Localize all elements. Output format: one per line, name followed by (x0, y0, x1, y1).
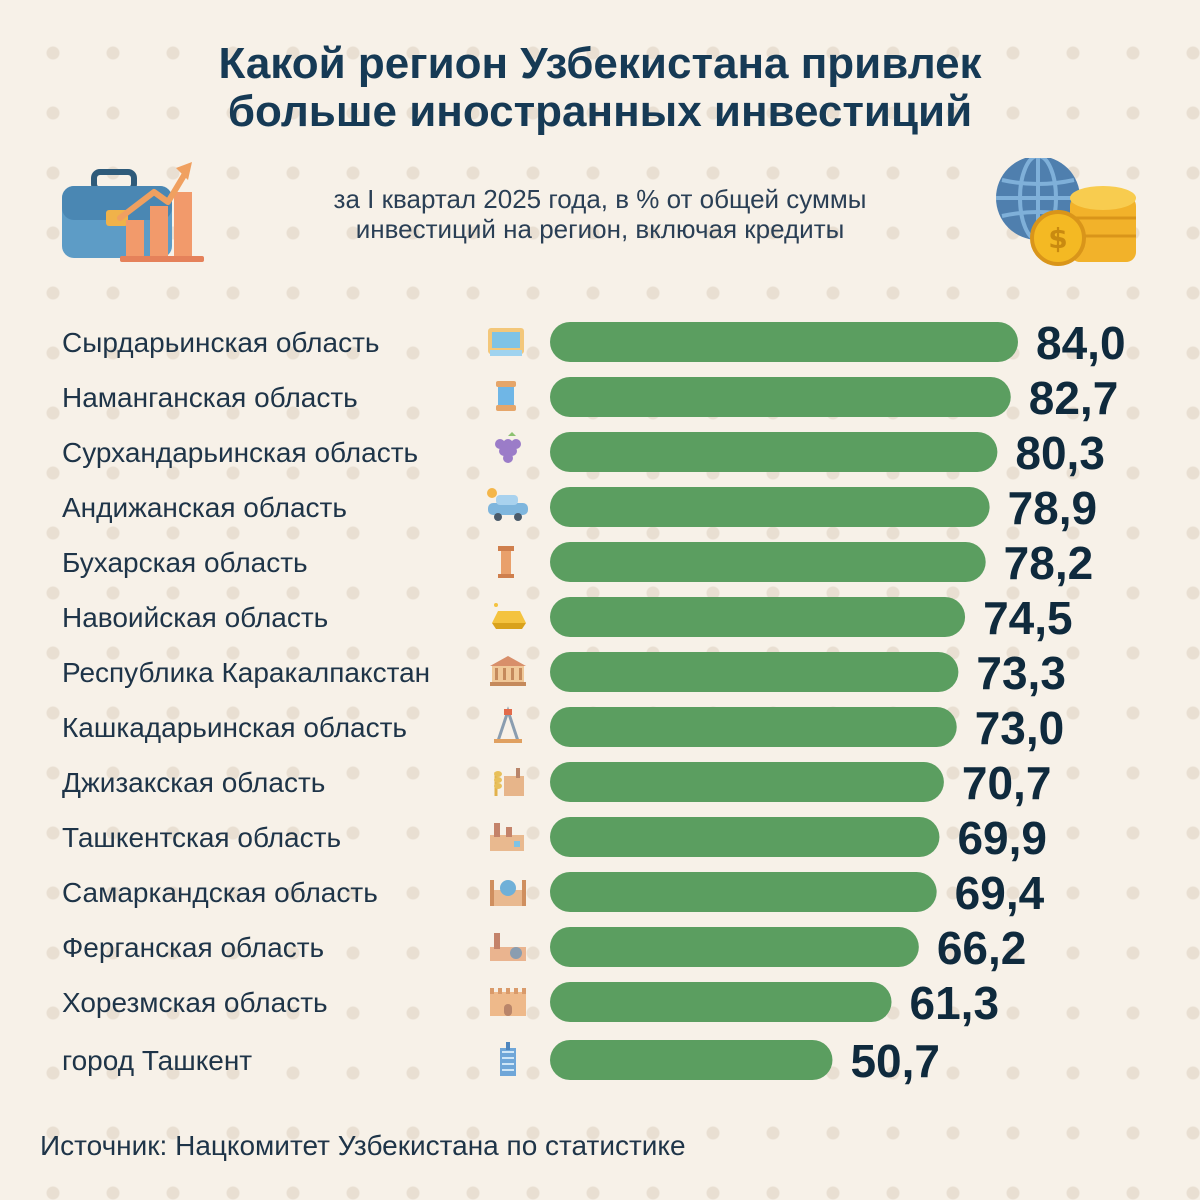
value-label: 74,5 (983, 592, 1073, 644)
car-icon (487, 488, 528, 521)
bar (550, 872, 937, 912)
value-label: 73,0 (975, 702, 1065, 754)
value-label: 61,3 (910, 977, 1000, 1029)
title-line-2: больше иностранных инвестиций (227, 87, 973, 136)
value-label: 84,0 (1036, 317, 1126, 369)
category-label: Сурхандарьинская область (62, 437, 418, 468)
subtitle-line-1: за I квартал 2025 года, в % от общей сум… (333, 184, 867, 214)
bar (550, 432, 998, 472)
category-label: Самаркандская область (62, 877, 378, 908)
value-label: 78,9 (1008, 482, 1098, 534)
category-label: Республика Каракалпакстан (62, 657, 430, 688)
value-label: 66,2 (937, 922, 1027, 974)
thread-spool-icon (496, 381, 516, 411)
plant-icon (490, 933, 526, 961)
gold-bar-icon (492, 603, 526, 629)
value-label: 80,3 (1015, 427, 1105, 479)
museum-icon (490, 656, 526, 686)
value-label: 70,7 (962, 757, 1052, 809)
category-label: Кашкадарьинская область (62, 712, 407, 743)
oil-rig-icon (494, 706, 522, 743)
bar (550, 762, 944, 802)
category-label: Ташкентская область (62, 822, 341, 853)
bar (550, 597, 966, 637)
category-label: Хорезмская область (62, 987, 328, 1018)
mosque-icon (490, 880, 526, 906)
category-label: Навоийская область (62, 602, 328, 633)
subtitle-line-2: инвестиций на регион, включая кредиты (355, 214, 845, 244)
value-label: 69,9 (957, 812, 1047, 864)
bar (550, 542, 986, 582)
category-label: Наманганская область (62, 382, 358, 413)
minaret-icon (498, 546, 514, 578)
bar (550, 377, 1011, 417)
bar (550, 707, 957, 747)
category-label: Бухарская область (62, 547, 308, 578)
category-label: город Ташкент (62, 1045, 252, 1076)
value-label: 69,4 (955, 867, 1045, 919)
bar (550, 487, 990, 527)
skyscraper-icon (500, 1042, 516, 1076)
value-label: 73,3 (976, 647, 1066, 699)
value-label: 78,2 (1004, 537, 1094, 589)
title-line-1: Какой регион Узбекистана привлек (218, 39, 982, 88)
category-label: Джизакская область (62, 767, 325, 798)
bar (550, 322, 1018, 362)
factory-icon (490, 823, 524, 851)
briefcase-growth-icon (62, 162, 204, 262)
fortress-icon (490, 988, 526, 1016)
value-label: 50,7 (850, 1035, 940, 1087)
subtitle: за I квартал 2025 года, в % от общей сум… (240, 184, 960, 244)
bar (550, 982, 892, 1022)
category-label: Сырдарьинская область (62, 327, 380, 358)
wheat-factory-icon (494, 768, 524, 796)
bar (550, 927, 919, 967)
grapes-icon (495, 432, 521, 463)
globe-coins-icon: $ (996, 158, 1136, 266)
category-label: Андижанская область (62, 492, 347, 523)
bar (550, 652, 959, 692)
dam-icon (488, 328, 524, 356)
bar (550, 1040, 833, 1080)
source-note: Источник: Нацкомитет Узбекистана по стат… (40, 1130, 686, 1161)
page-title: Какой регион Узбекистана привлек больше … (0, 40, 1200, 136)
value-label: 82,7 (1029, 372, 1119, 424)
bar (550, 817, 940, 857)
category-label: Ферганская область (62, 932, 324, 963)
svg-text:$: $ (1048, 222, 1067, 255)
